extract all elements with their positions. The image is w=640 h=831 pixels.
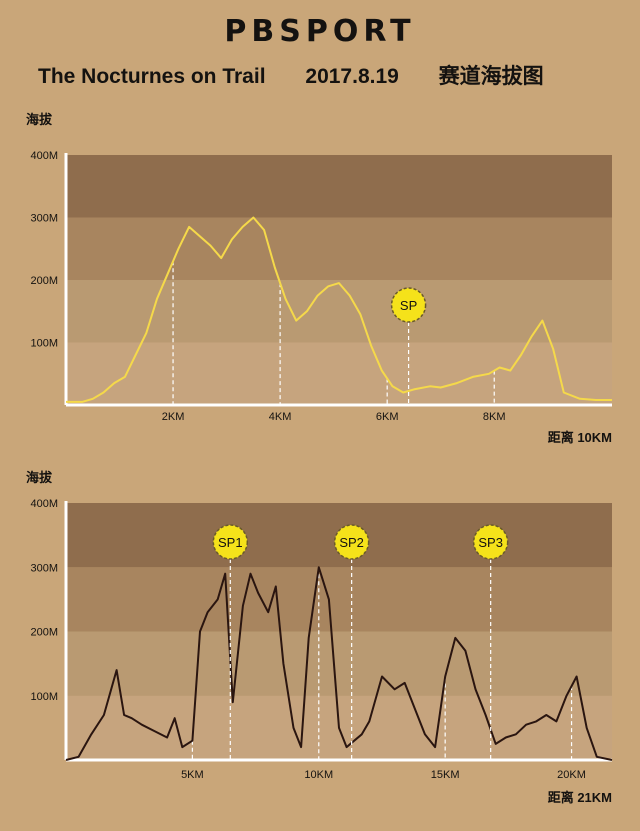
marker-label: SP [400, 298, 417, 313]
elevation-chart-10km: 海拔 100M 200M 300M 400M 2KM 4KM 6KM 8KM SP 距离 10KM [26, 112, 612, 445]
distance-caption: 距离 21KM [548, 790, 612, 805]
elevation-line [66, 216, 612, 403]
event-caption: 赛道海拔图 [438, 65, 544, 88]
x-tick-label: 8KM [483, 411, 506, 423]
marker-label: SP1 [218, 535, 243, 550]
marker-label: SP2 [339, 535, 364, 550]
x-tick-label: 10KM [304, 769, 333, 781]
y-tick-label: 100M [30, 691, 58, 703]
y-tick-label: 400M [30, 498, 58, 510]
marker-label: SP3 [478, 535, 503, 550]
y-tick-label: 300M [30, 562, 58, 574]
distance-caption-value: 10KM [577, 430, 612, 445]
x-tick-label: 2KM [162, 411, 185, 423]
y-tick-label: 200M [30, 275, 58, 287]
marker-badge [390, 287, 427, 323]
y-axis-label: 海拔 [26, 112, 53, 127]
event-name: The Nocturnes on Trail [38, 65, 266, 88]
elevation-band [66, 217, 612, 280]
x-tick-label: 15KM [431, 769, 460, 781]
y-tick-label: 300M [30, 213, 58, 225]
distance-caption-label: 距离 [548, 430, 578, 445]
elevation-line [65, 566, 613, 761]
x-tick-label: 20KM [557, 769, 586, 781]
elevation-band [66, 567, 612, 632]
elevation-band [66, 342, 612, 405]
x-tick-label: 5KM [181, 769, 204, 781]
event-date: 2017.8.19 [305, 65, 399, 88]
y-tick-label: 100M [30, 338, 58, 350]
y-tick-label: 400M [30, 150, 58, 162]
elevation-band [66, 280, 612, 343]
elevation-chart-21km: 海拔 100M 200M 300M 400M 5KM 10KM 15KM 20KM SP1 SP2 S… [26, 470, 613, 805]
y-axis-label: 海拔 [26, 470, 53, 485]
elevation-band [66, 631, 612, 696]
distance-caption-value: 21KM [577, 790, 612, 805]
x-tick-label: 6KM [376, 411, 399, 423]
distance-caption-label: 距离 [548, 790, 578, 805]
marker-badge [212, 524, 249, 560]
marker-badge [333, 524, 370, 560]
elevation-band [66, 155, 612, 218]
x-tick-label: 4KM [269, 411, 292, 423]
distance-caption: 距离 10KM [548, 430, 612, 445]
brand-logo: PBSPORT [224, 14, 416, 49]
y-tick-label: 200M [30, 627, 58, 639]
event-header: The Nocturnes on Trail 2017.8.19 赛道海拔图 [38, 60, 630, 90]
marker-badge [472, 524, 509, 560]
